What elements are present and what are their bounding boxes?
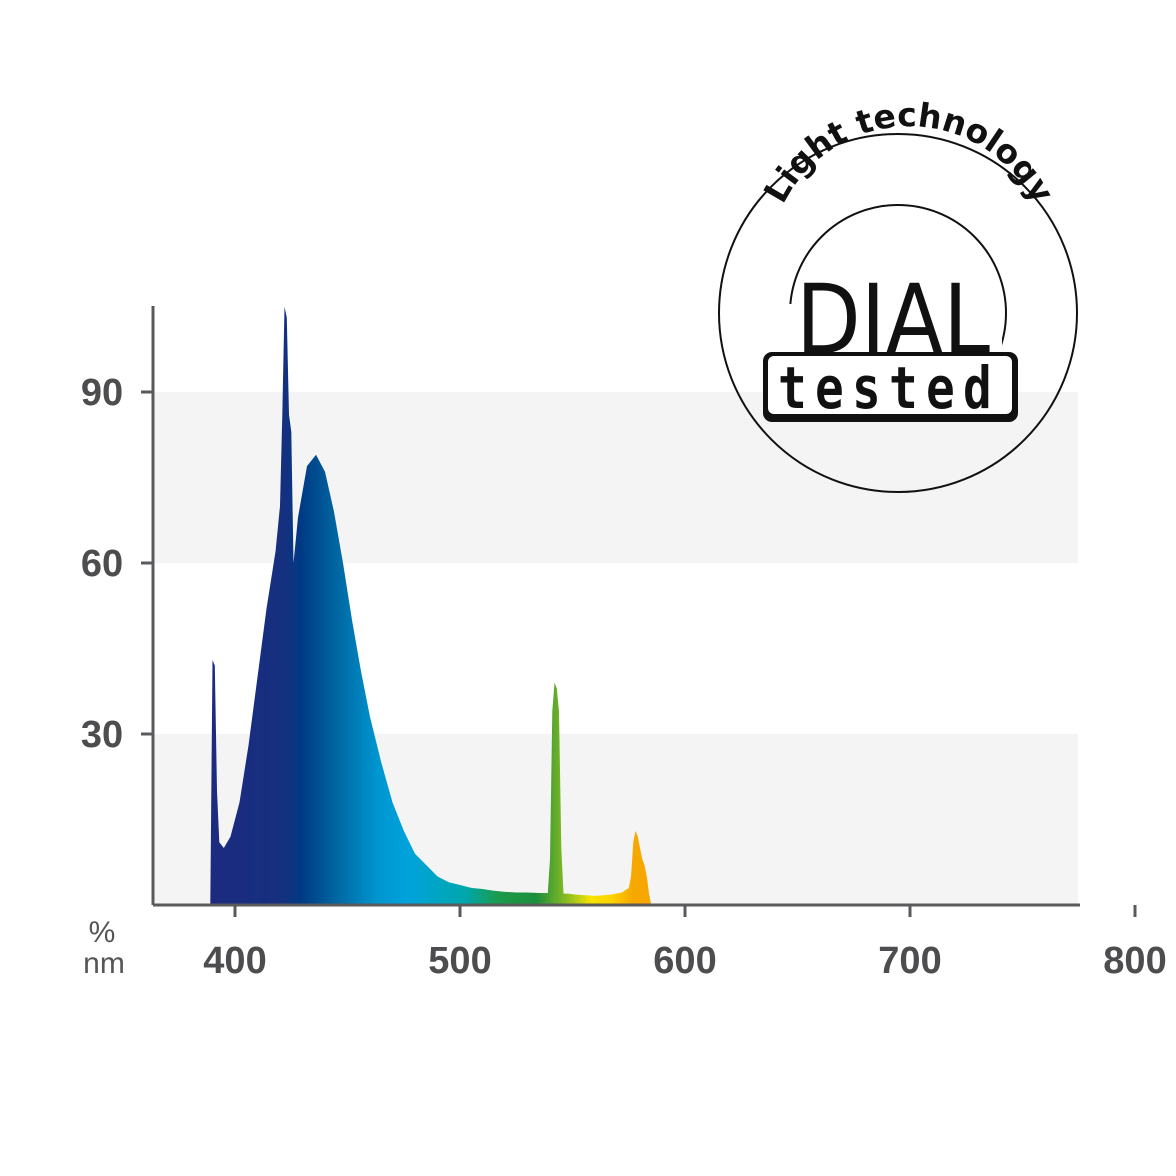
y-tick-label: 60 xyxy=(81,543,123,585)
seal-ring-text: Light technology xyxy=(756,95,1062,209)
seal-badge-text: tested xyxy=(778,354,1000,422)
y-tick-label: 30 xyxy=(81,714,123,756)
seal-outer-circle xyxy=(718,133,1078,493)
x-tick-label: 600 xyxy=(653,940,716,982)
axes xyxy=(141,306,1137,917)
tick-labels: 30 60 90 400 500 600 700 800 xyxy=(81,372,1167,982)
seal-badge xyxy=(766,354,1014,416)
x-tick-label: 400 xyxy=(203,940,266,982)
x-tick-label: 500 xyxy=(428,940,491,982)
seal-ring-textpath: Light technology xyxy=(756,95,1062,209)
y-unit-label: % xyxy=(89,916,116,949)
seal-brand-mask xyxy=(788,304,1002,358)
x-tick-label: 800 xyxy=(1103,940,1166,982)
x-unit-label: nm xyxy=(83,947,125,980)
y-tick-label: 90 xyxy=(81,372,123,414)
x-tick-label: 700 xyxy=(878,940,941,982)
spectrum-area xyxy=(210,306,652,905)
spectrum-layer xyxy=(210,306,652,905)
